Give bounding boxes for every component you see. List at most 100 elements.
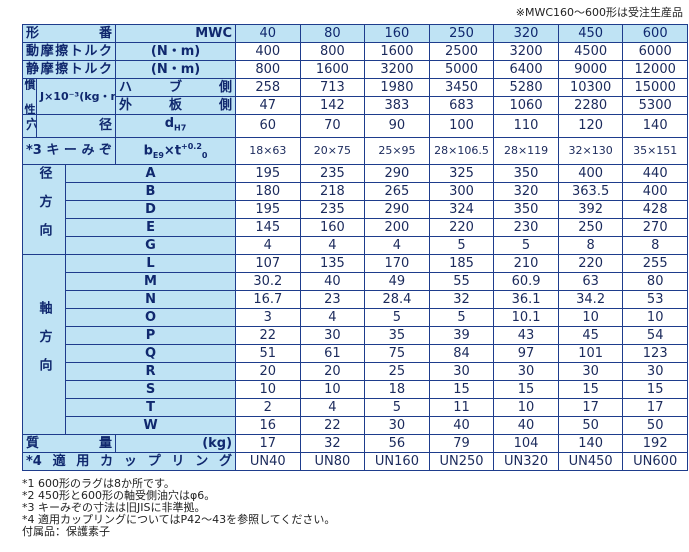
value-cell: UN320	[493, 451, 559, 471]
header-label: 形 番	[21, 24, 117, 43]
row: D 195 235 290 324 350 392 428	[23, 199, 688, 219]
group-label: 慣性	[22, 78, 37, 115]
value-cell: 17	[622, 397, 688, 417]
row: Q 51 61 75 84 97 101 123	[23, 343, 688, 363]
value-cell: 6400	[493, 60, 559, 79]
value-cell: 39	[428, 325, 495, 345]
footnote: *1 600形のラグは8か所です。	[22, 477, 175, 490]
row-label: A	[64, 163, 237, 183]
value-cell: 22	[299, 415, 366, 435]
value-cell: 300	[428, 181, 495, 201]
value-cell: 15	[493, 379, 559, 399]
row-label: L	[64, 253, 237, 273]
value-cell: 47	[235, 96, 301, 115]
value-cell: 180	[235, 181, 301, 201]
value-cell: 350	[493, 199, 559, 219]
row: E 145 160 200 220 230 250 270	[23, 217, 688, 237]
value-cell: 10	[235, 379, 301, 399]
value-cell: 75	[364, 343, 430, 363]
value-cell: 120	[557, 114, 624, 138]
value-cell: 107	[235, 253, 301, 273]
value-cell: 16.7	[235, 289, 301, 309]
value-cell: 320	[493, 24, 559, 43]
value-cell: 800	[299, 42, 366, 61]
value-cell: 325	[428, 163, 495, 183]
value-cell: 210	[493, 253, 559, 273]
row: P 22 30 35 39 43 45 54	[23, 325, 688, 345]
row-label: 静摩擦トルク	[21, 60, 117, 79]
value-cell: 43	[493, 325, 559, 345]
row: 穴径dH7607090100110120140	[22, 114, 688, 138]
value-cell: 16	[235, 415, 301, 435]
value-cell: 60	[235, 114, 301, 138]
unit: J×10⁻³(kg・m²)	[35, 78, 117, 115]
value-cell: 400	[235, 42, 301, 61]
value-cell: 4	[299, 397, 366, 417]
subscript: E9	[152, 150, 164, 160]
row-label: 穴	[22, 114, 37, 138]
value-cell: 35×151	[622, 136, 688, 165]
row: W 16 22 30 40 40 50 50	[23, 415, 688, 435]
value-cell: 8	[622, 235, 688, 255]
value-cell: 450	[557, 24, 624, 43]
value-cell: 32×130	[557, 136, 624, 165]
value-cell: 185	[428, 253, 495, 273]
unit: (kg)	[115, 433, 237, 453]
value-cell: 1600	[364, 42, 430, 61]
row-label: M	[64, 271, 237, 291]
value-cell: 5	[428, 235, 495, 255]
value-cell: 290	[364, 163, 430, 183]
footnotes: *1 600形のラグは8か所です。 *2 450形と600形の軸受側油穴はφ6。 *…	[22, 478, 335, 538]
value-cell: 140	[622, 114, 688, 138]
value-cell: 50	[622, 415, 688, 435]
value-cell: 3200	[364, 60, 430, 79]
value-cell: 100	[428, 114, 495, 138]
row-label: B	[64, 181, 237, 201]
value-cell: 30	[493, 361, 559, 381]
value-cell: 11	[428, 397, 495, 417]
row: *3キーみぞ bE9×t+0.20 18×63 20×75 25×95 28×106.5 2…	[21, 136, 688, 165]
row-label: R	[64, 361, 237, 381]
value-cell: 5300	[622, 96, 688, 115]
value-cell: 63	[557, 271, 624, 291]
value-cell: 80	[622, 271, 688, 291]
spec-table: 形 番 MWC 40 80 160 250 320 450 600 動摩擦トルク (N・m) 400 8…	[21, 24, 688, 471]
row-label: E	[64, 217, 237, 237]
value-cell: 218	[299, 181, 366, 201]
value-cell: 30	[364, 415, 430, 435]
value-cell: 104	[493, 433, 559, 453]
row-label: 質量	[21, 433, 117, 453]
row: 動摩擦トルク (N・m) 400 800 1600 2500 3200 4500 6000	[21, 42, 688, 61]
value-cell: 2	[235, 397, 301, 417]
row-label: *3キーみぞ	[21, 136, 117, 165]
unit: (N・m)	[115, 60, 237, 79]
value-cell: 320	[493, 181, 559, 201]
row-label: D	[64, 199, 237, 219]
value-cell: 135	[299, 253, 366, 273]
value-cell: 34.2	[557, 289, 624, 309]
value-cell: 9000	[557, 60, 624, 79]
value-cell: 383	[364, 96, 430, 115]
value-cell: 290	[364, 199, 430, 219]
value-cell: 324	[428, 199, 495, 219]
row-label: S	[64, 379, 237, 399]
value-cell: 18×63	[235, 136, 301, 165]
row-label: T	[64, 397, 237, 417]
row-label: ハブ側	[115, 78, 237, 97]
value-cell: 28×119	[493, 136, 559, 165]
value-cell: 4	[364, 235, 430, 255]
row-label: W	[64, 415, 237, 435]
row-label: 外板側	[115, 96, 237, 115]
value-cell: 258	[235, 78, 301, 97]
value-cell: 160	[364, 24, 430, 43]
value-cell: 713	[299, 78, 366, 97]
value-cell: UN450	[557, 451, 624, 471]
group-label: 軸方向	[22, 253, 66, 435]
value-cell: 30	[299, 325, 366, 345]
row: 静摩擦トルク (N・m) 800 1600 3200 5000 6400 9000 12000	[21, 60, 688, 79]
value-cell: 255	[622, 253, 688, 273]
value-cell: 20	[299, 361, 366, 381]
value-cell: 18	[364, 379, 430, 399]
value-cell: 2280	[557, 96, 624, 115]
